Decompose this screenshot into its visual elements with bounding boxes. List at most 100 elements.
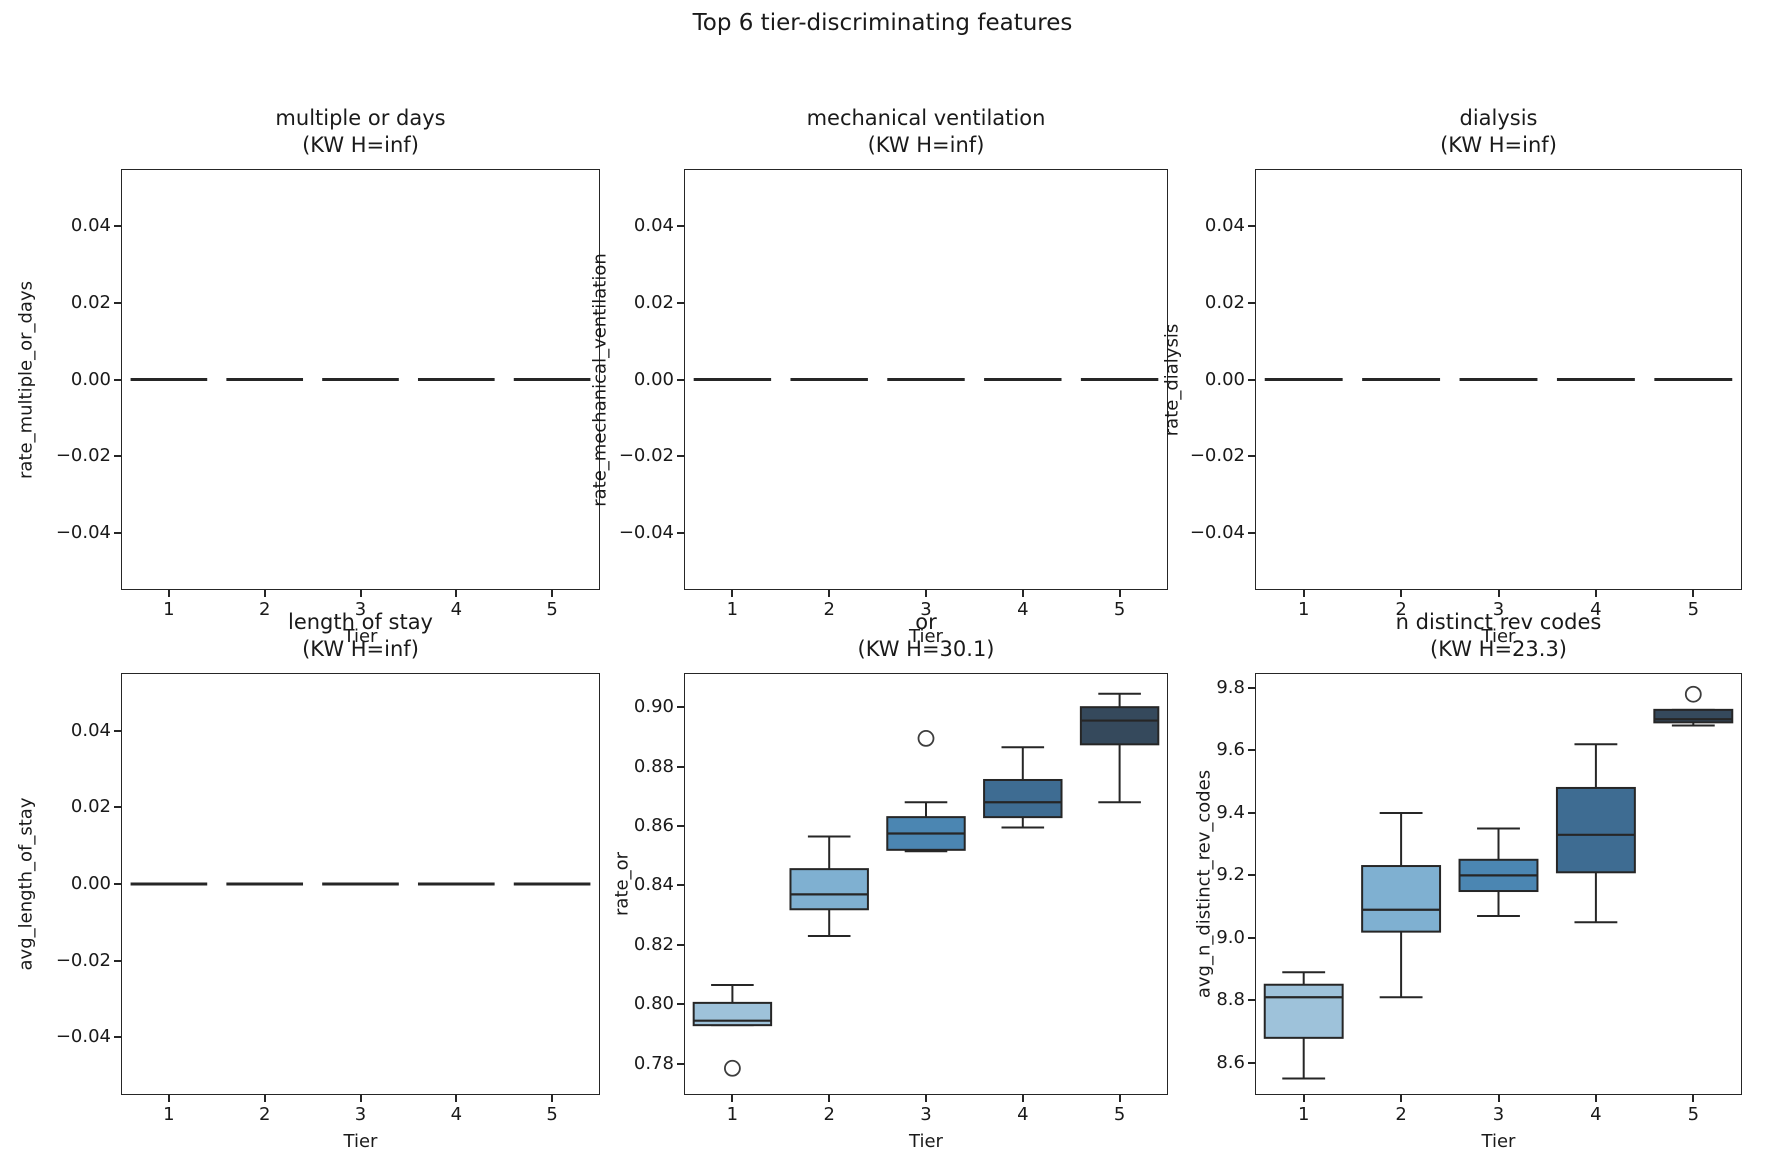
x-tick-label: 3 — [920, 1104, 932, 1125]
y-tick-label: 0.78 — [633, 1052, 674, 1074]
box — [983, 778, 1063, 819]
subplot-title-block: dialysis (KW H=inf) — [1255, 105, 1742, 159]
x-tick-mark — [925, 1095, 927, 1102]
x-tick-mark — [1021, 590, 1024, 597]
x-tick-mark — [731, 1095, 734, 1102]
x-tick-mark — [1302, 590, 1305, 597]
x-tick-mark — [1400, 590, 1403, 597]
y-tick-label: 0.88 — [633, 755, 674, 777]
y-tick-mark — [1248, 874, 1255, 877]
y-tick-label: 0.84 — [633, 874, 674, 896]
subplot-subtitle: (KW H=23.3) — [1430, 637, 1567, 661]
x-tick-mark — [263, 1095, 266, 1102]
x-tick-label: 2 — [258, 599, 271, 620]
y-tick-mark — [1248, 225, 1255, 228]
boxplot-canvas — [1263, 685, 1734, 1080]
subplot-title: or — [915, 610, 937, 634]
x-tick-label: 5 — [1687, 1104, 1700, 1125]
y-tick-label: −0.04 — [618, 521, 674, 543]
y-tick-label: 0.80 — [633, 993, 674, 1015]
x-tick-label: 1 — [726, 1104, 739, 1125]
x-tick-mark — [1594, 1095, 1597, 1102]
y-tick-mark — [677, 706, 684, 709]
y-tick-label: 9.8 — [1216, 676, 1245, 698]
x-tick-mark — [1692, 1095, 1695, 1102]
y-tick-label: 0.04 — [70, 719, 111, 741]
subplot-title-block: mechanical ventilation (KW H=inf) — [684, 105, 1168, 159]
box — [1361, 865, 1442, 933]
x-tick-mark — [1594, 590, 1597, 597]
y-tick-mark — [677, 884, 684, 887]
boxplot-tier-4 — [1555, 743, 1636, 924]
y-tick-label: 0.02 — [633, 291, 674, 313]
subplot-title: mechanical ventilation — [806, 106, 1046, 130]
y-tick-label: 8.6 — [1216, 1051, 1245, 1073]
y-tick-mark — [1248, 301, 1255, 304]
subplot-title: multiple or days — [275, 106, 446, 130]
y-tick-mark — [1248, 936, 1255, 939]
y-tick-label: −0.04 — [55, 521, 111, 543]
y-tick-mark — [114, 531, 121, 534]
x-tick-label: 3 — [354, 1104, 367, 1125]
y-tick-mark — [677, 378, 684, 381]
boxplot-tier-4 — [983, 746, 1063, 829]
boxplot-tier-3 — [886, 729, 966, 853]
y-tick-label: 8.8 — [1216, 989, 1245, 1011]
subplot-subtitle: (KW H=inf) — [302, 133, 419, 157]
x-tick-mark — [359, 1095, 362, 1102]
x-tick-label: 4 — [1590, 1104, 1602, 1125]
y-tick-mark — [1248, 378, 1255, 381]
x-tick-mark — [1497, 1095, 1500, 1102]
subplot-title-block: or (KW H=30.1) — [684, 609, 1168, 663]
y-tick-mark — [677, 765, 684, 768]
y-tick-label: 0.90 — [633, 696, 674, 718]
boxplot-canvas — [693, 378, 1159, 381]
x-tick-label: 4 — [1017, 599, 1029, 620]
boxplot-canvas — [130, 378, 591, 381]
x-tick-label: 1 — [1297, 599, 1310, 620]
box — [1653, 708, 1734, 724]
x-tick-label: 2 — [258, 1104, 271, 1125]
x-tick-mark — [1692, 590, 1695, 597]
y-tick-label: 0.04 — [70, 215, 111, 237]
y-tick-mark — [1248, 999, 1255, 1002]
x-tick-mark — [1118, 1095, 1121, 1102]
x-tick-label: 1 — [726, 599, 739, 620]
y-tick-label: 0.82 — [633, 933, 674, 955]
boxplot-tier-3 — [1458, 827, 1539, 918]
subplot-title: length of stay — [287, 610, 433, 634]
outlier-point — [724, 1059, 741, 1077]
boxplot-tier-5 — [1653, 685, 1734, 727]
x-tick-label: 4 — [1590, 599, 1602, 620]
y-tick-mark — [114, 806, 121, 809]
outlier-point — [1684, 685, 1702, 703]
boxplot-tier-2 — [1361, 811, 1442, 999]
y-tick-label: −0.02 — [1189, 445, 1245, 467]
x-tick-mark — [828, 590, 831, 597]
subplot-title-block: length of stay (KW H=inf) — [121, 609, 600, 663]
x-tick-mark — [551, 590, 554, 597]
y-tick-mark — [677, 1062, 684, 1065]
subplot-title-block: n distinct rev codes (KW H=23.3) — [1255, 609, 1742, 663]
x-tick-label: 5 — [1113, 1104, 1126, 1125]
x-tick-mark — [1118, 590, 1121, 597]
box — [1263, 983, 1344, 1039]
outlier-point — [917, 729, 935, 747]
boxplot-tier-5 — [1079, 692, 1160, 804]
x-tick-mark — [551, 1095, 554, 1102]
x-axis-label: Tier — [343, 1131, 378, 1152]
subplot-title: dialysis — [1459, 106, 1538, 130]
x-tick-label: 4 — [1017, 1104, 1029, 1125]
y-tick-label: 0.04 — [1204, 215, 1245, 237]
y-tick-mark — [114, 729, 121, 732]
subplot-subtitle: (KW H=inf) — [1440, 133, 1557, 157]
x-tick-label: 4 — [450, 599, 463, 620]
x-tick-mark — [1497, 590, 1500, 597]
x-tick-label: 4 — [450, 1104, 463, 1125]
boxplot-canvas — [1264, 378, 1733, 381]
boxplot-canvas — [130, 882, 591, 886]
y-tick-mark — [1248, 531, 1255, 534]
figure-title: Top 6 tier-discriminating features — [692, 10, 1073, 36]
y-tick-label: 0.00 — [1204, 368, 1245, 390]
